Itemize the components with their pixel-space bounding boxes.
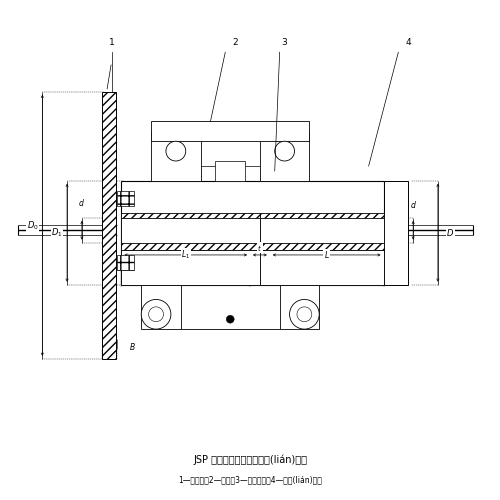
Text: 2: 2	[232, 38, 238, 48]
Text: $L_1$: $L_1$	[181, 248, 190, 261]
Bar	[151, 132, 200, 181]
Bar	[151, 122, 310, 141]
Bar	[260, 213, 384, 250]
Text: $D_0$: $D_0$	[26, 219, 38, 232]
Text: $t$: $t$	[258, 242, 262, 252]
Text: $d$: $d$	[410, 200, 416, 210]
Bar	[216, 161, 245, 181]
Bar	[122, 218, 260, 242]
Bar	[141, 284, 181, 329]
Text: 1: 1	[108, 38, 114, 48]
Bar	[280, 284, 319, 329]
Bar	[260, 250, 384, 284]
Circle shape	[166, 141, 186, 161]
Bar	[116, 255, 134, 270]
Text: 1—制動盤；2—罩殼；3—蛇形彈簧；4—半聯(lián)軸器: 1—制動盤；2—罩殼；3—蛇形彈簧；4—半聯(lián)軸器	[178, 476, 322, 484]
Circle shape	[141, 300, 171, 329]
Bar	[102, 92, 116, 359]
Text: $L$: $L$	[324, 250, 330, 260]
Text: $d$: $d$	[78, 197, 86, 208]
Circle shape	[290, 300, 319, 329]
Bar	[260, 218, 384, 242]
Text: 3: 3	[282, 38, 288, 48]
Text: $B$: $B$	[129, 341, 136, 352]
Text: JSP 型帶制動盤蛇形彈簧聯(lián)軸器: JSP 型帶制動盤蛇形彈簧聯(lián)軸器	[193, 455, 307, 466]
Bar	[260, 132, 310, 181]
Text: $D_1$: $D_1$	[52, 226, 63, 239]
Circle shape	[226, 316, 234, 323]
Text: $D$: $D$	[446, 227, 454, 238]
Bar	[200, 141, 260, 166]
Circle shape	[297, 307, 312, 322]
Circle shape	[148, 307, 164, 322]
Bar	[122, 213, 260, 250]
Text: 4: 4	[406, 38, 411, 48]
Bar	[384, 181, 408, 284]
Bar	[122, 250, 260, 284]
Bar	[116, 190, 134, 206]
Circle shape	[274, 141, 294, 161]
